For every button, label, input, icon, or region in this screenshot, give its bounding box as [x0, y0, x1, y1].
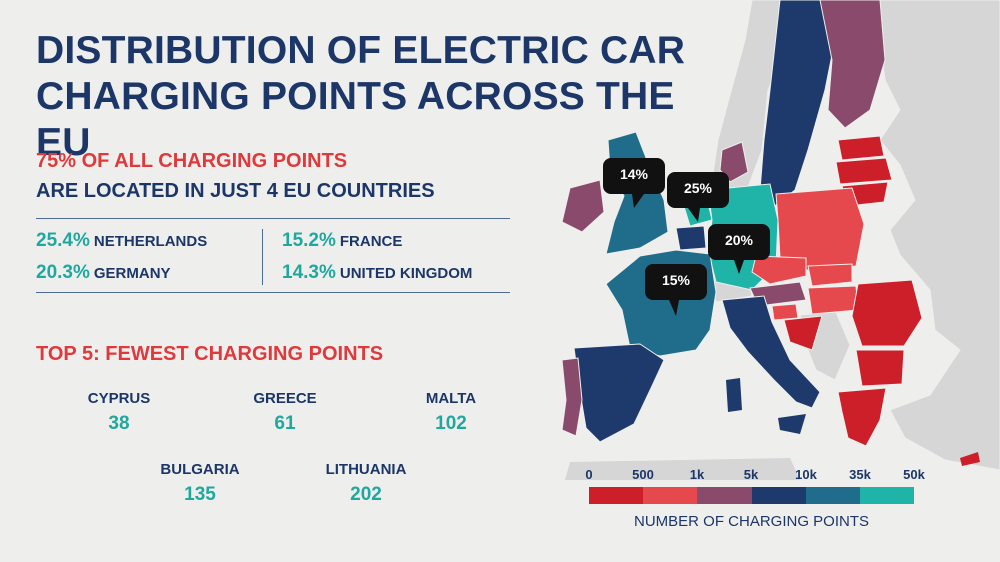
- fewest-value: 135: [184, 484, 216, 505]
- legend-tick: 1k: [689, 467, 705, 482]
- highlight-blue: ARE LOCATED IN JUST 4 EU COUNTRIES: [36, 180, 435, 202]
- europe-map: 14% 25% 20% 15%: [561, 0, 1000, 480]
- fewest-country: MALTA: [425, 390, 477, 407]
- bulgaria: [855, 349, 905, 387]
- belgium: [675, 225, 707, 251]
- pin-germany-label: 20%: [725, 232, 754, 248]
- legend-swatch: [589, 487, 644, 504]
- fewest-greece: GREECE 61: [230, 390, 340, 435]
- non-eu-land: [859, 0, 1000, 471]
- legend-tick: 0: [585, 467, 593, 482]
- hungary: [807, 285, 859, 315]
- legend-swatch: [751, 487, 806, 504]
- latvia: [835, 157, 893, 185]
- divider-vertical: [262, 229, 263, 285]
- sardinia: [726, 378, 742, 412]
- slovenia: [771, 303, 799, 321]
- legend-tick: 500: [632, 467, 654, 482]
- pin-france-label: 15%: [662, 272, 691, 288]
- stat-pct: 14.3%: [282, 262, 336, 283]
- fewest-bulgaria: BULGARIA 135: [145, 461, 255, 506]
- estonia: [837, 135, 885, 161]
- greece: [837, 387, 887, 447]
- ireland: [561, 179, 605, 233]
- czechia: [751, 255, 807, 285]
- pin-uk-label: 14%: [620, 166, 649, 182]
- stat-country: GERMANY: [93, 265, 171, 282]
- legend-swatch: [805, 487, 860, 504]
- stat-united-kingdom: 14.3% UNITED KINGDOM: [282, 262, 472, 284]
- cyprus: [960, 452, 980, 466]
- fewest-value: 61: [274, 413, 296, 434]
- north-africa: [565, 458, 800, 480]
- legend-color-bar: [589, 487, 915, 504]
- stat-country: FRANCE: [339, 233, 403, 250]
- fewest-lithuania: LITHUANIA 202: [311, 461, 421, 506]
- fewest-value: 38: [108, 413, 130, 434]
- legend-swatch: [859, 487, 915, 504]
- pin-netherlands: 25%: [667, 172, 729, 222]
- portugal: [561, 357, 583, 437]
- fewest-country: CYPRUS: [87, 390, 151, 407]
- fewest-country: BULGARIA: [160, 461, 240, 478]
- finland: [819, 0, 886, 129]
- legend-swatch: [697, 487, 752, 504]
- fewest-cyprus: CYPRUS 38: [64, 390, 174, 435]
- sicily: [778, 414, 806, 434]
- fewest-value: 102: [435, 413, 467, 434]
- fewest-country: GREECE: [253, 390, 317, 407]
- legend-tick: 35k: [849, 467, 871, 482]
- denmark: [719, 141, 749, 183]
- legend-title: NUMBER OF CHARGING POINTS: [633, 513, 869, 530]
- fewest-malta: MALTA 102: [396, 390, 506, 435]
- title-line-2: CHARGING POINTS ACROSS THE EU: [36, 75, 675, 164]
- legend-tick: 10k: [795, 467, 817, 482]
- divider-bottom: [36, 292, 510, 293]
- stat-pct: 15.2%: [282, 230, 336, 251]
- pin-uk: 14%: [603, 158, 665, 208]
- slovakia: [807, 263, 853, 287]
- pin-netherlands-label: 25%: [684, 180, 713, 196]
- divider-top: [36, 218, 510, 219]
- croatia: [783, 315, 823, 351]
- stat-country: UNITED KINGDOM: [339, 265, 473, 282]
- spain: [573, 343, 665, 443]
- fewest-title: TOP 5: FEWEST CHARGING POINTS: [36, 343, 384, 365]
- title-line-1: DISTRIBUTION OF ELECTRIC CAR: [36, 29, 686, 72]
- highlight-red: 75% OF ALL CHARGING POINTS: [36, 150, 348, 172]
- legend-tick: 5k: [743, 467, 759, 482]
- pin-france: 15%: [645, 264, 707, 316]
- stat-france: 15.2% FRANCE: [282, 230, 402, 252]
- page-title: DISTRIBUTION OF ELECTRIC CAR CHARGING PO…: [36, 28, 736, 166]
- romania: [851, 279, 923, 347]
- pin-germany: 20%: [708, 224, 770, 274]
- stat-netherlands: 25.4% NETHERLANDS: [36, 230, 207, 252]
- stat-pct: 25.4%: [36, 230, 90, 251]
- italy: [721, 295, 821, 409]
- legend-swatch: [643, 487, 698, 504]
- stat-pct: 20.3%: [36, 262, 90, 283]
- legend-tick: 50k: [903, 467, 925, 482]
- fewest-value: 202: [350, 484, 382, 505]
- stat-country: NETHERLANDS: [93, 233, 208, 250]
- stat-germany: 20.3% GERMANY: [36, 262, 171, 284]
- legend-ticks: 0 500 1k 5k 10k 35k 50k: [578, 467, 925, 485]
- fewest-country: LITHUANIA: [325, 461, 407, 478]
